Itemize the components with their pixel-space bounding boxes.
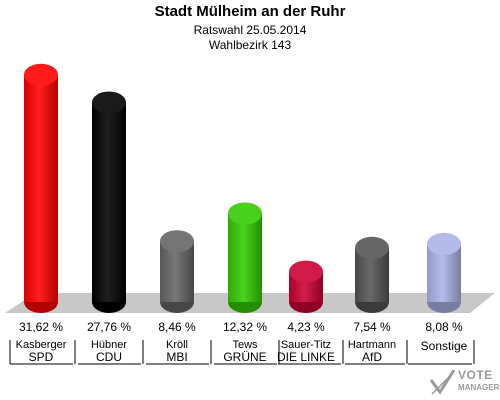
bars-group xyxy=(24,63,461,313)
category-label: SPD xyxy=(29,350,54,364)
candidate-label: Tews xyxy=(232,339,258,351)
vote-manager-logo xyxy=(429,369,456,395)
bar-cdu xyxy=(92,91,126,313)
chart-district: Wahlbezirk 143 xyxy=(208,38,292,52)
category-label: CDU xyxy=(96,350,122,364)
value-label: 8,08 % xyxy=(425,320,463,334)
candidate-label: Hübner xyxy=(91,339,127,351)
value-label: 12,32 % xyxy=(223,320,267,334)
logo-text-manager: MANAGER xyxy=(458,383,500,392)
category-label: Sonstige xyxy=(421,339,468,353)
bar-spd xyxy=(24,63,58,313)
bar-die-linke xyxy=(289,260,323,313)
category-label: AfD xyxy=(362,350,382,364)
chart-title: Stadt Mülheim an der Ruhr xyxy=(154,3,346,20)
candidate-label: Sauer-Titz xyxy=(281,339,331,351)
candidate-label: Kröll xyxy=(166,339,188,351)
category-label: MBI xyxy=(166,350,187,364)
value-label: 27,76 % xyxy=(87,320,131,334)
value-label: 4,23 % xyxy=(287,320,325,334)
category-label: GRÜNE xyxy=(223,350,266,364)
chart-subtitle: Ratswahl 25.05.2014 xyxy=(193,23,307,37)
value-label: 31,62 % xyxy=(19,320,63,334)
bar-gr-ne xyxy=(228,202,262,313)
bar-mbi xyxy=(160,230,194,313)
bar-afd xyxy=(355,236,389,313)
value-label: 8,46 % xyxy=(158,320,196,334)
logo-text-vote: VOTE xyxy=(458,368,493,382)
check-mark-icon xyxy=(429,369,456,395)
candidate-label: Kasberger xyxy=(16,339,67,351)
candidate-label: Hartmann xyxy=(348,339,396,351)
value-label: 7,54 % xyxy=(353,320,391,334)
bar-sonstige xyxy=(427,232,461,313)
category-label: DIE LINKE xyxy=(277,350,335,364)
